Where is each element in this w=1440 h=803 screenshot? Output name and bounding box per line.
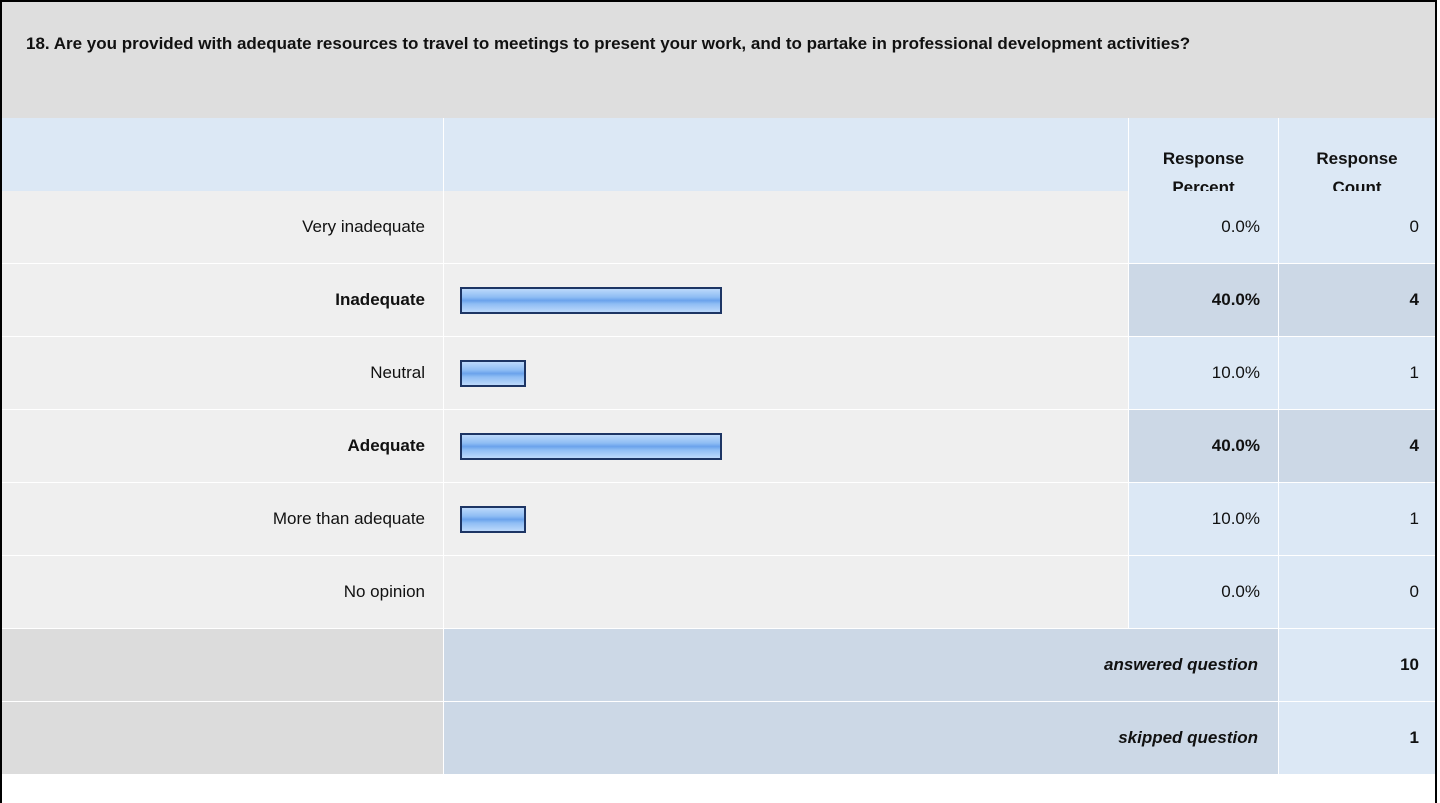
answer-label: Adequate <box>2 410 443 482</box>
bar-cell <box>444 191 1128 263</box>
response-percent: 0.0% <box>1129 556 1278 628</box>
response-count: 4 <box>1279 410 1435 482</box>
answer-label: Very inadequate <box>2 191 443 263</box>
bar-cell <box>444 410 1128 482</box>
summary-blank <box>2 702 443 774</box>
results-table: Response Percent Response Count Very inade… <box>2 118 1435 774</box>
response-percent: 10.0% <box>1129 483 1278 555</box>
summary-label: skipped question <box>444 702 1278 774</box>
bar-cell <box>444 337 1128 409</box>
answer-label: Neutral <box>2 337 443 409</box>
response-percent: 10.0% <box>1129 337 1278 409</box>
percent-bar <box>460 432 722 460</box>
response-count: 0 <box>1279 556 1435 628</box>
percent-bar <box>460 286 722 314</box>
percent-bar <box>460 505 526 533</box>
summary-blank <box>2 629 443 701</box>
question-title: 18. Are you provided with adequate resou… <box>2 2 1435 118</box>
summary-value: 10 <box>1279 629 1435 701</box>
answer-label: No opinion <box>2 556 443 628</box>
response-count: 1 <box>1279 483 1435 555</box>
response-percent: 40.0% <box>1129 410 1278 482</box>
percent-bar <box>460 359 526 387</box>
response-count: 1 <box>1279 337 1435 409</box>
response-count: 0 <box>1279 191 1435 263</box>
response-count: 4 <box>1279 264 1435 336</box>
answer-label: More than adequate <box>2 483 443 555</box>
summary-value: 1 <box>1279 702 1435 774</box>
bar-cell <box>444 264 1128 336</box>
response-percent: 40.0% <box>1129 264 1278 336</box>
summary-label: answered question <box>444 629 1278 701</box>
response-percent: 0.0% <box>1129 191 1278 263</box>
bar-cell <box>444 556 1128 628</box>
answer-label: Inadequate <box>2 264 443 336</box>
bar-cell <box>444 483 1128 555</box>
